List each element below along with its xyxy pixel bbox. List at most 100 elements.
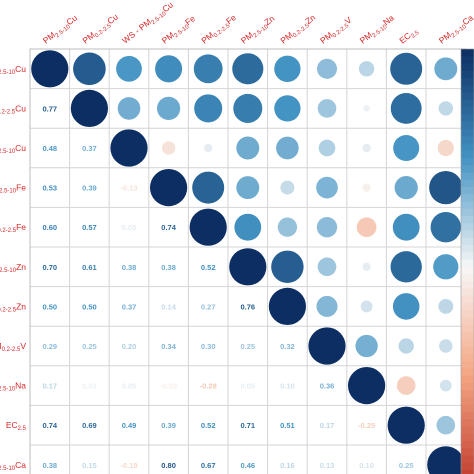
colorbar-segment xyxy=(461,128,474,137)
correlation-circle xyxy=(192,171,225,204)
correlation-value: 0.30 xyxy=(201,342,216,351)
correlation-value: 0.05 xyxy=(240,382,255,391)
colorbar-segment xyxy=(461,412,474,420)
correlation-value: 0.48 xyxy=(42,144,57,153)
correlation-circle xyxy=(316,58,338,79)
colorbar-segment xyxy=(461,136,474,144)
colorbar-legend xyxy=(460,48,474,474)
correlation-circle xyxy=(155,55,183,83)
correlation-circle xyxy=(390,251,422,283)
correlation-circle xyxy=(392,213,420,241)
correlation-value: 0.37 xyxy=(122,302,137,311)
colorbar-segment xyxy=(461,390,474,399)
correlation-circle xyxy=(362,143,371,153)
correlation-circle xyxy=(280,180,295,195)
correlation-circle xyxy=(308,327,346,365)
colorbar-segment xyxy=(461,303,474,311)
correlation-value: 0.39 xyxy=(161,421,176,430)
colorbar-segment xyxy=(461,346,474,355)
correlation-circle xyxy=(387,406,425,444)
correlation-value: 0.03 xyxy=(82,382,97,391)
correlation-value: -0.19 xyxy=(120,461,137,470)
correlation-value: 0.15 xyxy=(82,461,97,470)
row-label: PM2.5-10Na xyxy=(0,381,26,393)
colorbar-segment xyxy=(461,92,474,101)
colorbar-segment xyxy=(461,397,474,406)
colorbar-segment xyxy=(461,470,474,474)
colorbar-frame xyxy=(460,48,474,474)
row-label: EC2.5 xyxy=(6,420,27,432)
correlation-value: 0.36 xyxy=(320,382,335,391)
colorbar-segment xyxy=(461,382,474,391)
colorbar-segment xyxy=(461,324,474,333)
row-label: PM2.5-10Ca xyxy=(0,460,26,472)
correlation-value: 0.25 xyxy=(240,342,255,351)
colorbar-segment xyxy=(461,70,474,79)
colorbar-segment xyxy=(461,281,474,290)
colorbar-segment xyxy=(461,114,474,123)
correlation-value: 0.67 xyxy=(201,461,216,470)
column-label: PM2.5-10Fe xyxy=(160,13,199,47)
correlation-value: 0.38 xyxy=(122,263,137,272)
colorbar-segment xyxy=(461,252,474,261)
colorbar-segment xyxy=(461,56,474,65)
correlation-circle xyxy=(429,170,463,205)
colorbar-segment xyxy=(461,462,474,471)
correlation-value: 0.34 xyxy=(161,342,176,351)
correlation-circle xyxy=(360,300,373,313)
row-label: PM0.2-2.5Cu xyxy=(0,103,26,115)
column-label: PM2.5-10Na xyxy=(358,13,398,48)
colorbar-segment xyxy=(461,259,474,268)
column-label: PM0.2-2.5V xyxy=(318,15,355,48)
correlation-circle xyxy=(317,257,337,277)
correlation-circle xyxy=(362,262,371,271)
correlation-value: 0.70 xyxy=(42,263,57,272)
correlation-value: 0.50 xyxy=(42,302,57,311)
colorbar-segment xyxy=(461,404,474,413)
colorbar-segment xyxy=(461,237,474,246)
colorbar-segment xyxy=(461,339,474,348)
correlation-circle xyxy=(31,50,69,88)
colorbar-segment xyxy=(461,85,474,94)
correlation-value: 0.16 xyxy=(280,461,295,470)
correlation-value: 0.25 xyxy=(399,461,414,470)
colorbar-segment xyxy=(461,78,474,86)
correlation-circle xyxy=(434,57,458,81)
correlation-circle xyxy=(277,217,298,237)
colorbar-segment xyxy=(461,150,474,159)
correlation-value: 0.53 xyxy=(42,184,57,193)
correlation-value: 0.10 xyxy=(359,461,374,470)
colorbar-segment xyxy=(461,49,474,57)
colorbar-segment xyxy=(461,107,474,115)
correlation-value: 0.38 xyxy=(42,461,57,470)
correlation-circle xyxy=(393,134,420,162)
colorbar-segment xyxy=(461,368,474,377)
row-label: PM0.2-2.5V xyxy=(0,341,26,353)
colorbar-segment xyxy=(461,230,474,239)
correlation-value: 0.17 xyxy=(42,382,57,391)
correlation-circle xyxy=(189,208,227,246)
colorbar-segment xyxy=(461,455,474,464)
colorbar-segment xyxy=(461,441,474,449)
correlation-circle xyxy=(390,52,423,85)
correlation-circle xyxy=(204,143,213,153)
correlation-circle xyxy=(316,295,338,317)
correlation-value: 0.27 xyxy=(201,302,216,311)
column-label: PM0.2-2.5Fe xyxy=(199,12,239,47)
colorbar-segment xyxy=(461,266,474,275)
colorbar-segment xyxy=(461,208,474,217)
colorbar-segment xyxy=(461,179,474,188)
correlation-circle xyxy=(390,92,422,124)
correlation-circle xyxy=(433,254,459,280)
correlation-circle xyxy=(193,54,223,84)
correlation-circle xyxy=(316,176,338,199)
correlation-value: 0.05 xyxy=(122,382,137,391)
correlation-circle xyxy=(316,217,338,238)
correlation-circle xyxy=(439,379,452,392)
correlation-cells: 0.77 0.48 0.37 0.53 0.39 -0.13 0.60 0.57 0.05 0.7… xyxy=(31,50,465,474)
correlation-value: 0.05 xyxy=(122,223,137,232)
colorbar-segment xyxy=(461,172,474,181)
correlation-circle xyxy=(347,366,386,405)
correlation-circle xyxy=(436,415,456,435)
correlation-circle xyxy=(232,53,264,85)
